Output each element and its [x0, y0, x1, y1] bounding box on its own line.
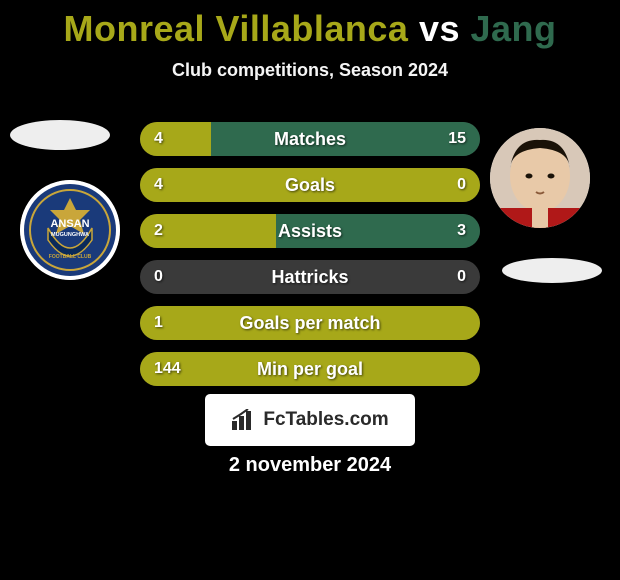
face-icon — [490, 128, 590, 228]
stat-label: Min per goal — [140, 352, 480, 386]
site-logo: FcTables.com — [205, 394, 415, 446]
svg-text:ANSAN: ANSAN — [50, 218, 89, 230]
date-text: 2 november 2024 — [0, 454, 620, 477]
stat-row-assists: 23Assists — [140, 214, 480, 248]
stat-label: Goals — [140, 168, 480, 202]
player1-club-badge: ANSAN MUGUNGHWA FOOTBALL CLUB — [20, 180, 120, 280]
stat-row-min-per-goal: 144Min per goal — [140, 352, 480, 386]
site-name: FcTables.com — [263, 409, 388, 431]
stats-panel: 415Matches 40Goals 23Assists 00Hattricks 1Go… — [140, 122, 480, 398]
stat-label: Hattricks — [140, 260, 480, 294]
player1-name: Monreal Villablanca — [63, 8, 408, 49]
player2-name: Jang — [471, 8, 557, 49]
stat-label: Assists — [140, 214, 480, 248]
svg-text:FOOTBALL CLUB: FOOTBALL CLUB — [49, 254, 92, 260]
club-badge-icon: ANSAN MUGUNGHWA FOOTBALL CLUB — [20, 180, 120, 280]
stat-row-hattricks: 00Hattricks — [140, 260, 480, 294]
player2-avatar — [490, 128, 590, 228]
vs-text: vs — [419, 8, 471, 49]
player1-avatar — [10, 120, 110, 150]
subtitle: Club competitions, Season 2024 — [0, 60, 620, 81]
page-title: Monreal Villablanca vs Jang — [0, 0, 620, 50]
svg-text:MUGUNGHWA: MUGUNGHWA — [51, 232, 89, 238]
stat-row-matches: 415Matches — [140, 122, 480, 156]
stat-label: Matches — [140, 122, 480, 156]
chart-icon — [231, 409, 257, 431]
stat-row-goals: 40Goals — [140, 168, 480, 202]
stat-label: Goals per match — [140, 306, 480, 340]
stat-row-goals-per-match: 1Goals per match — [140, 306, 480, 340]
player2-club-badge — [502, 258, 602, 283]
